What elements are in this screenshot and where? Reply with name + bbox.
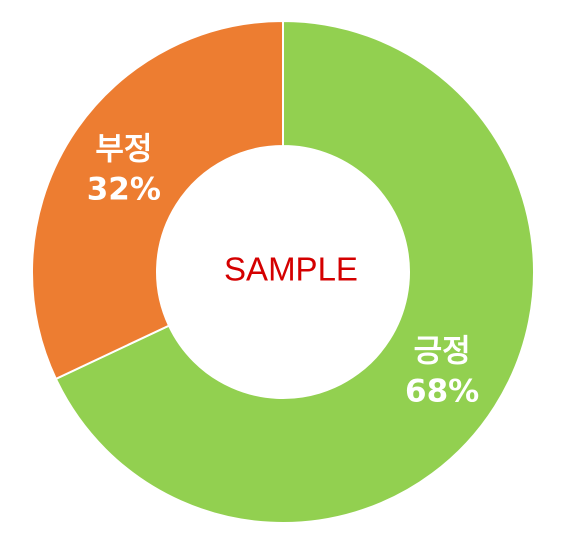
center-watermark-text: SAMPLE xyxy=(224,251,358,288)
slice-value-label-negative: 32% xyxy=(87,171,161,207)
slice-negative xyxy=(31,19,284,381)
slices-group xyxy=(31,19,535,524)
slice-positive xyxy=(54,19,535,524)
slice-value-label-positive: 68% xyxy=(405,374,479,410)
slice-category-label-positive: 긍정 xyxy=(414,334,471,370)
slice-category-label-negative: 부정 xyxy=(95,131,152,167)
labels-group: 긍정 68% 부정 32% xyxy=(87,131,480,409)
